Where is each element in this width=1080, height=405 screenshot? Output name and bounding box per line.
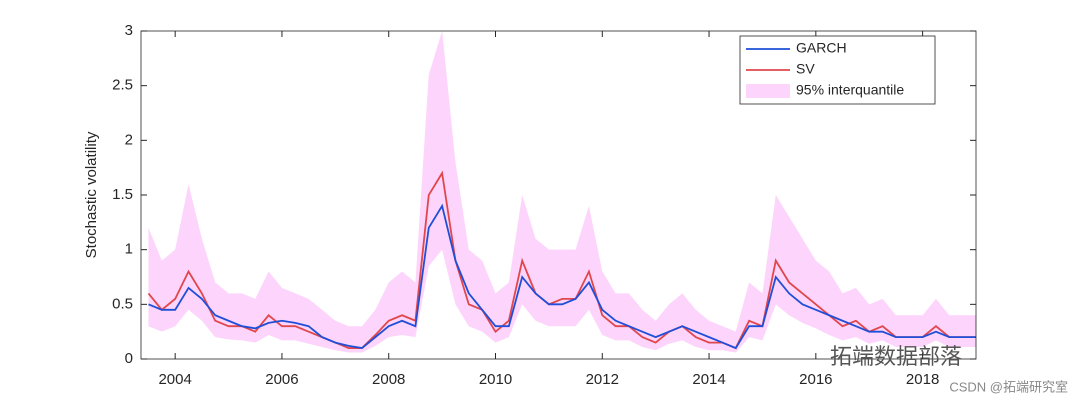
- legend-label: SV: [796, 61, 815, 77]
- y-axis-label: Stochastic volatility: [83, 131, 100, 258]
- legend-swatch: [746, 84, 790, 98]
- legend-label: 95% interquantile: [796, 82, 904, 98]
- x-tick-label: 2018: [906, 371, 939, 388]
- plot-layer: [147, 31, 976, 353]
- y-tick-label: 1: [125, 241, 133, 258]
- x-tick-label: 2004: [158, 371, 191, 388]
- interquantile-band: [148, 31, 976, 353]
- legend-label: GARCH: [796, 40, 847, 56]
- y-tick-label: 0: [125, 350, 133, 367]
- y-tick-label: 1.5: [112, 186, 133, 203]
- watermark: CSDN @拓端研究室: [949, 379, 1068, 394]
- series-line: [148, 203, 976, 350]
- x-tick-label: 2016: [799, 371, 832, 388]
- x-tick-label: 2014: [692, 371, 725, 388]
- y-tick-label: 0.5: [112, 295, 133, 312]
- watermark: 拓端数据部落: [830, 344, 962, 369]
- x-tick-label: 2010: [479, 371, 512, 388]
- y-tick-label: 2.5: [112, 77, 133, 94]
- x-tick-label: 2008: [372, 371, 405, 388]
- x-tick-label: 2006: [265, 371, 298, 388]
- y-tick-label: 2: [125, 131, 133, 148]
- y-tick-label: 3: [125, 22, 133, 39]
- x-tick-label: 2012: [586, 371, 619, 388]
- series-line: [147, 170, 976, 350]
